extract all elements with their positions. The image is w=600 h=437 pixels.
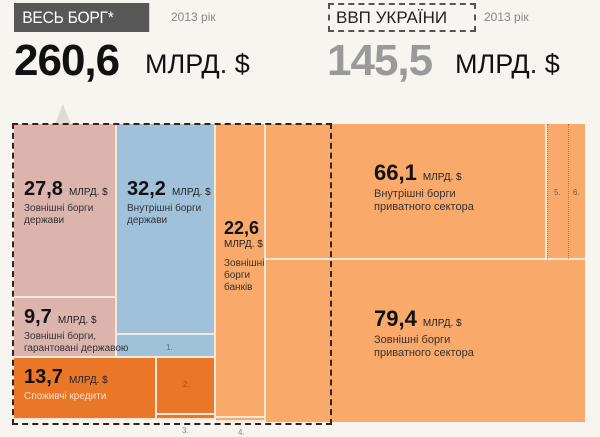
index-label: 6. (573, 188, 580, 197)
cell-idx-4 (216, 418, 266, 422)
total-debt-year: 2013 рік (171, 10, 216, 24)
unit: МЛРД. $ (57, 315, 97, 326)
desc: борги (224, 270, 251, 281)
desc: держави (24, 215, 65, 226)
desc: держави (127, 215, 168, 226)
gdp-unit: МЛРД. $ (455, 49, 560, 79)
index-label: 2. (183, 380, 190, 389)
desc: банків (224, 282, 253, 293)
unit: МЛРД. $ (171, 187, 211, 198)
value: 66,1 (374, 160, 417, 185)
gdp-value: 145,5 (327, 36, 433, 85)
total-debt-unit: МЛРД. $ (145, 49, 250, 79)
cell-guaranteed: 9,7 МЛРД. $ Зовнішні борги, гарантовані д… (14, 298, 128, 358)
desc: приватного сектора (374, 201, 474, 213)
total-debt-label: ВЕСЬ БОРГ* (14, 3, 150, 32)
gdp-label: ВВП УКРАЇНИ (328, 3, 476, 32)
desc: Зовнішні борги (374, 334, 451, 346)
index-label: 5. (554, 188, 561, 197)
unit: МЛРД. $ (422, 172, 462, 183)
cell-private-internal: 66,1 МЛРД. $ Внутрішні борги приватного с… (266, 124, 547, 260)
index-label: 1. (166, 343, 173, 352)
value: 9,7 (24, 306, 52, 328)
desc: Внутрішні борги (374, 188, 456, 200)
cell-banks: 22,6 МЛРД. $ Зовнішні борги банків (216, 124, 266, 418)
desc: гарантовані державою (24, 343, 129, 354)
desc: приватного сектора (374, 347, 474, 359)
cell-consumer: 13,7 МЛРД. $ Споживчі кредити (14, 358, 157, 420)
cell-idx-2: 2. (157, 358, 216, 415)
value: 13,7 (24, 366, 63, 388)
desc: Внутрішні борги (127, 203, 202, 214)
pointer-triangle (55, 104, 71, 124)
unit: МЛРД. $ (68, 375, 108, 386)
index-label-3: 3. (182, 426, 189, 435)
value: 22,6 (224, 218, 260, 238)
cell-idx-3 (157, 415, 216, 420)
cell-idx-1: 1. (117, 335, 216, 358)
unit: МЛРД. $ (422, 318, 462, 329)
value: 79,4 (374, 306, 417, 331)
cell-idx-5: 5. (547, 124, 568, 260)
value: 27,8 (24, 178, 63, 200)
unit: МЛРД. $ (68, 187, 108, 198)
cell-state-external: 27,8 МЛРД. $ Зовнішні борги держави (14, 124, 117, 298)
cell-state-internal: 32,2 МЛРД. $ Внутрішні борги держави (117, 124, 216, 335)
cell-private-external: 79,4 МЛРД. $ Зовнішні борги приватного се… (266, 260, 585, 422)
desc: Зовнішні (224, 258, 265, 269)
gdp-year: 2013 рік (484, 10, 529, 24)
value: 32,2 (127, 178, 166, 200)
desc: Споживчі кредити (24, 391, 107, 402)
total-debt-value: 260,6 (14, 36, 120, 85)
desc: Зовнішні борги (24, 203, 94, 214)
desc: Зовнішні борги, (24, 331, 97, 342)
unit: МЛРД. $ (224, 239, 263, 250)
index-label-4: 4. (238, 428, 245, 437)
cell-idx-6: 6. (568, 124, 585, 260)
